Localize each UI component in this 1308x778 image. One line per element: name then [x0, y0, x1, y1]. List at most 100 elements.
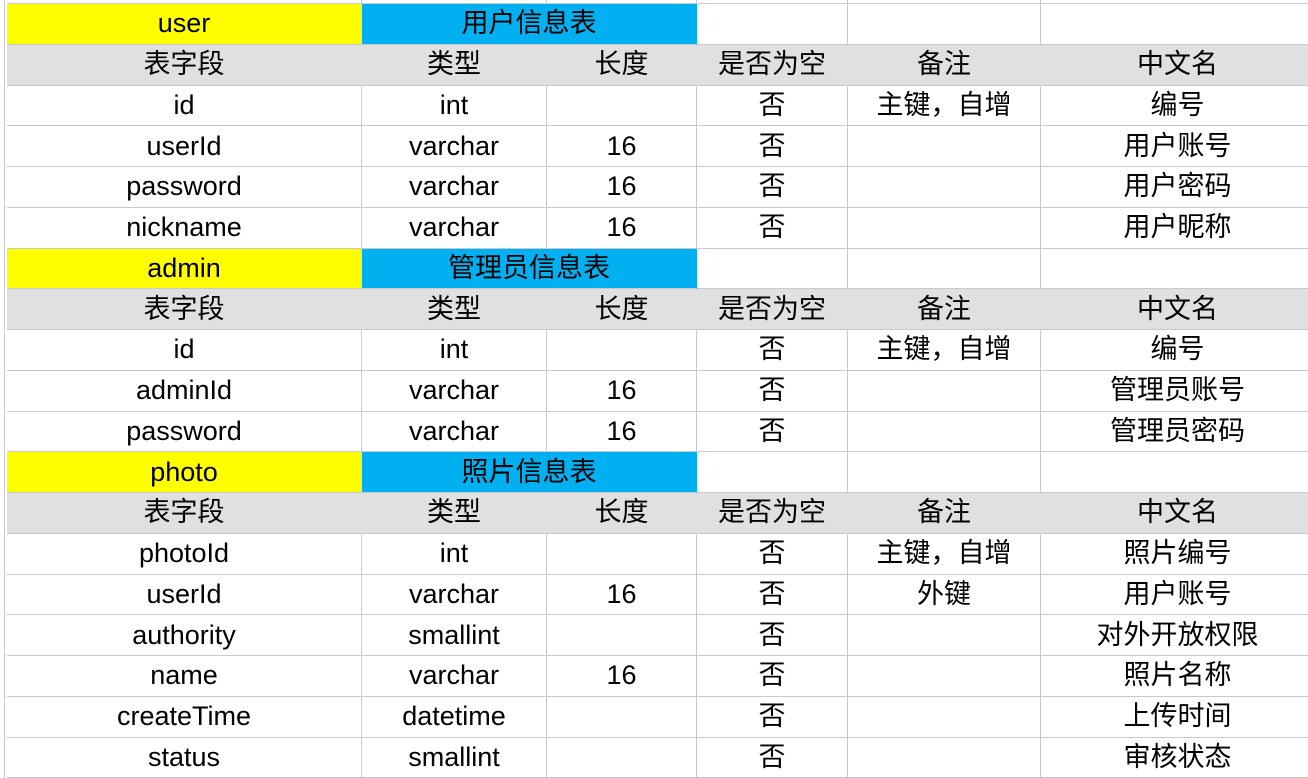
column-header-remark[interactable]: 备注 — [848, 493, 1041, 534]
field-cell[interactable]: id — [7, 85, 362, 127]
column-header-length[interactable]: 长度 — [547, 44, 697, 86]
table-title-cell[interactable]: 照片信息表 — [362, 452, 697, 493]
column-header-nullable[interactable]: 是否为空 — [697, 289, 848, 330]
empty-cell[interactable] — [697, 452, 848, 493]
column-header-cn-name[interactable]: 中文名 — [1041, 493, 1308, 534]
length-cell[interactable] — [547, 737, 697, 778]
cn-name-cell[interactable]: 照片编号 — [1041, 534, 1308, 575]
empty-cell[interactable] — [1041, 249, 1308, 290]
cn-name-cell[interactable]: 管理员账号 — [1041, 371, 1308, 412]
length-cell[interactable]: 16 — [547, 656, 697, 697]
type-cell[interactable]: datetime — [362, 696, 547, 738]
field-cell[interactable]: nickname — [7, 207, 362, 249]
remark-cell[interactable] — [848, 370, 1041, 412]
type-cell[interactable]: varchar — [362, 207, 547, 249]
nullable-cell[interactable]: 否 — [697, 207, 848, 249]
type-cell[interactable]: int — [362, 330, 547, 371]
type-cell[interactable]: int — [362, 85, 547, 127]
type-cell[interactable]: varchar — [362, 167, 547, 208]
column-header-cn-name[interactable]: 中文名 — [1041, 44, 1308, 86]
field-cell[interactable]: password — [7, 411, 362, 453]
remark-cell[interactable] — [848, 411, 1041, 453]
remark-cell[interactable] — [848, 696, 1041, 738]
remark-cell[interactable] — [848, 167, 1041, 208]
length-cell[interactable] — [547, 85, 697, 127]
field-cell[interactable]: adminId — [7, 370, 362, 412]
cn-name-cell[interactable]: 用户账号 — [1041, 126, 1308, 167]
column-header-cn-name[interactable]: 中文名 — [1041, 289, 1308, 330]
field-cell[interactable]: id — [7, 330, 362, 371]
nullable-cell[interactable]: 否 — [697, 167, 848, 208]
cn-name-cell[interactable]: 编号 — [1041, 86, 1308, 127]
table-title-cell[interactable]: 用户信息表 — [362, 4, 697, 45]
field-cell[interactable]: userId — [7, 126, 362, 167]
remark-cell[interactable] — [848, 126, 1041, 167]
nullable-cell[interactable]: 否 — [697, 411, 848, 453]
type-cell[interactable]: varchar — [362, 126, 547, 167]
field-cell[interactable]: name — [7, 656, 362, 697]
column-header-length[interactable]: 长度 — [547, 289, 697, 330]
remark-cell[interactable]: 主键，自增 — [848, 533, 1041, 575]
empty-cell[interactable] — [697, 248, 848, 290]
length-cell[interactable]: 16 — [547, 574, 697, 616]
column-header-field[interactable]: 表字段 — [7, 44, 362, 86]
cn-name-cell[interactable]: 照片名称 — [1041, 656, 1308, 697]
length-cell[interactable]: 16 — [547, 126, 697, 167]
cn-name-cell[interactable]: 用户密码 — [1041, 167, 1308, 208]
cn-name-cell[interactable]: 管理员密码 — [1041, 412, 1308, 453]
nullable-cell[interactable]: 否 — [697, 737, 848, 778]
remark-cell[interactable]: 主键，自增 — [848, 85, 1041, 127]
empty-cell[interactable] — [1041, 4, 1308, 45]
nullable-cell[interactable]: 否 — [697, 533, 848, 575]
column-header-field[interactable]: 表字段 — [7, 493, 362, 534]
type-cell[interactable]: varchar — [362, 370, 547, 412]
length-cell[interactable]: 16 — [547, 370, 697, 412]
remark-cell[interactable]: 主键，自增 — [848, 330, 1041, 371]
column-header-nullable[interactable]: 是否为空 — [697, 493, 848, 534]
empty-cell[interactable] — [848, 248, 1041, 290]
length-cell[interactable]: 16 — [547, 411, 697, 453]
nullable-cell[interactable]: 否 — [697, 330, 848, 371]
cn-name-cell[interactable]: 编号 — [1041, 330, 1308, 371]
nullable-cell[interactable]: 否 — [697, 370, 848, 412]
length-cell[interactable] — [547, 696, 697, 738]
field-cell[interactable]: photoId — [7, 533, 362, 575]
remark-cell[interactable]: 外键 — [848, 574, 1041, 616]
remark-cell[interactable] — [848, 207, 1041, 249]
column-header-type[interactable]: 类型 — [362, 493, 547, 534]
table-name-cell[interactable]: photo — [7, 452, 362, 493]
length-cell[interactable] — [547, 533, 697, 575]
field-cell[interactable]: createTime — [7, 696, 362, 738]
column-header-type[interactable]: 类型 — [362, 289, 547, 330]
field-cell[interactable]: authority — [7, 615, 362, 656]
length-cell[interactable] — [547, 615, 697, 656]
type-cell[interactable]: int — [362, 533, 547, 575]
empty-cell[interactable] — [848, 452, 1041, 493]
column-header-field[interactable]: 表字段 — [7, 289, 362, 330]
empty-cell[interactable] — [1041, 452, 1308, 493]
cn-name-cell[interactable]: 上传时间 — [1041, 697, 1308, 738]
type-cell[interactable]: varchar — [362, 411, 547, 453]
nullable-cell[interactable]: 否 — [697, 615, 848, 656]
column-header-type[interactable]: 类型 — [362, 44, 547, 86]
cn-name-cell[interactable]: 对外开放权限 — [1041, 615, 1308, 656]
cn-name-cell[interactable]: 审核状态 — [1041, 738, 1308, 778]
table-name-cell[interactable]: admin — [7, 248, 362, 290]
length-cell[interactable]: 16 — [547, 167, 697, 208]
type-cell[interactable]: smallint — [362, 615, 547, 656]
cn-name-cell[interactable]: 用户昵称 — [1041, 208, 1308, 249]
cn-name-cell[interactable]: 用户账号 — [1041, 575, 1308, 616]
type-cell[interactable]: varchar — [362, 574, 547, 616]
column-header-remark[interactable]: 备注 — [848, 44, 1041, 86]
nullable-cell[interactable]: 否 — [697, 656, 848, 697]
column-header-length[interactable]: 长度 — [547, 493, 697, 534]
nullable-cell[interactable]: 否 — [697, 696, 848, 738]
length-cell[interactable]: 16 — [547, 207, 697, 249]
table-title-cell[interactable]: 管理员信息表 — [362, 248, 697, 290]
empty-cell[interactable] — [848, 4, 1041, 45]
nullable-cell[interactable]: 否 — [697, 126, 848, 167]
nullable-cell[interactable]: 否 — [697, 85, 848, 127]
nullable-cell[interactable]: 否 — [697, 574, 848, 616]
remark-cell[interactable] — [848, 615, 1041, 656]
table-name-cell[interactable]: user — [7, 4, 362, 45]
